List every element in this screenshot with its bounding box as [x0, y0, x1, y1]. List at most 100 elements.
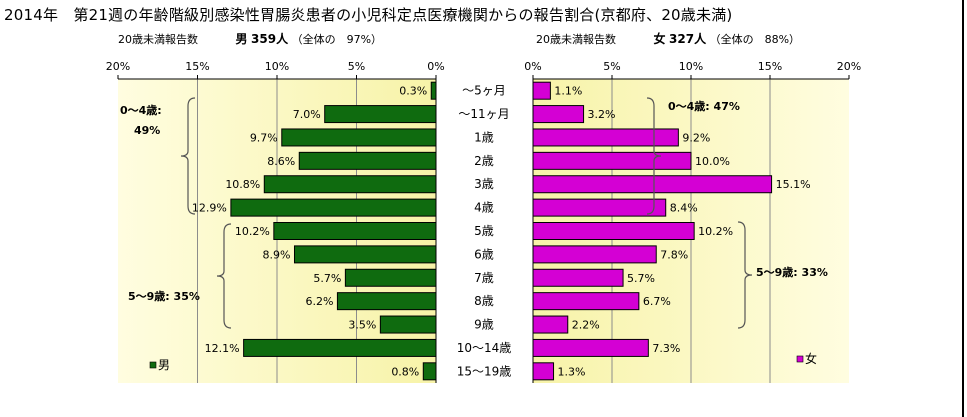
female-data-label: 3.2%: [588, 108, 616, 121]
female-brace-5-9: [737, 221, 753, 329]
category-label: 4歳: [474, 201, 494, 215]
female-brace-0-4: [646, 97, 662, 215]
female-data-label: 9.2%: [682, 131, 710, 144]
male-tick-label: 0%: [427, 60, 444, 73]
female-bar: [532, 128, 679, 147]
category-label: 10～14歳: [457, 341, 512, 355]
male-brace-0-4: [180, 97, 196, 215]
male-legend-swatch: [149, 361, 157, 369]
female-count: 327人: [669, 32, 707, 46]
male-bar: [430, 81, 437, 100]
female-data-label: 5.7%: [627, 272, 655, 285]
male-data-label: 8.9%: [263, 248, 291, 261]
category-label: 6歳: [474, 247, 494, 261]
female-data-label: 1.3%: [558, 365, 586, 378]
female-data-label: 2.2%: [572, 319, 600, 332]
chart-title: 2014年 第21週の年齢階級別感染性胃腸炎患者の小児科定点医療機関からの報告割…: [4, 6, 733, 24]
male-group-label-0-4: 0～4歳:: [120, 103, 162, 117]
female-bar: [532, 105, 585, 124]
female-bar: [532, 175, 773, 194]
male-total-note: （全体の 97%）: [291, 33, 383, 46]
female-bar: [532, 245, 657, 264]
male-bar: [230, 198, 437, 217]
female-tick-label: 15%: [758, 60, 782, 73]
male-header: 20歳未満報告数 男 359人 （全体の 97%）: [118, 30, 382, 47]
male-bar: [422, 362, 437, 381]
female-bar: [532, 222, 695, 240]
female-tick-label: 5%: [603, 60, 620, 73]
male-bar: [344, 268, 437, 287]
female-legend-swatch: [796, 355, 804, 363]
male-brace-5-9: [216, 223, 232, 329]
male-data-label: 10.2%: [235, 225, 270, 238]
male-data-label: 12.9%: [192, 202, 227, 215]
male-tick-label: 20%: [106, 60, 130, 73]
female-tick-label: 20%: [837, 60, 861, 73]
male-count-label: 20歳未満報告数: [118, 33, 198, 46]
male-count: 359人: [251, 32, 289, 46]
female-count-label: 20歳未満報告数: [536, 33, 616, 46]
male-data-label: 9.7%: [250, 131, 278, 144]
female-data-label: 1.1%: [554, 85, 582, 98]
female-header: 20歳未満報告数 女 327人 （全体の 88%）: [536, 30, 800, 47]
male-data-label: 12.1%: [205, 342, 240, 355]
category-label: 15～19歳: [457, 364, 512, 378]
female-group-label-5-9: 5～9歳: 33%: [756, 265, 828, 279]
category-label: 9歳: [474, 318, 494, 332]
female-bar: [532, 81, 551, 100]
female-bar: [532, 362, 555, 381]
male-data-label: 0.3%: [399, 85, 427, 98]
category-label: 3歳: [474, 177, 494, 191]
male-bar: [273, 222, 437, 240]
female-data-label: 10.2%: [698, 225, 733, 238]
category-label: 5歳: [474, 224, 494, 238]
male-legend-label: 男: [158, 358, 170, 372]
female-bar: [532, 338, 649, 357]
category-label: ～5ヶ月: [462, 84, 506, 98]
female-tick-label: 0%: [524, 60, 541, 73]
male-group-pct-0-4: 49%: [134, 124, 160, 137]
male-data-label: 3.5%: [348, 319, 376, 332]
male-data-label: 0.8%: [391, 365, 419, 378]
male-bar: [281, 128, 437, 147]
category-label: 1歳: [474, 130, 494, 144]
category-label: 2歳: [474, 154, 494, 168]
male-data-label: 10.8%: [225, 178, 260, 191]
female-tick-label: 10%: [679, 60, 703, 73]
female-total-note: （全体の 88%）: [709, 33, 801, 46]
male-data-label: 8.6%: [267, 155, 295, 168]
female-data-label: 7.8%: [660, 248, 688, 261]
male-tick-label: 5%: [348, 60, 365, 73]
category-label: 7歳: [474, 271, 494, 285]
female-legend-label: 女: [805, 351, 817, 366]
male-data-label: 6.2%: [305, 295, 333, 308]
male-data-label: 5.7%: [313, 272, 341, 285]
male-data-label: 7.0%: [293, 108, 321, 121]
female-data-label: 15.1%: [776, 178, 811, 191]
female-data-label: 6.7%: [643, 295, 671, 308]
male-group-label-5-9: 5～9歳: 35%: [128, 289, 200, 303]
female-bar: [532, 315, 569, 334]
female-bar: [532, 151, 692, 170]
female-data-label: 8.4%: [670, 202, 698, 215]
male-tick-label: 10%: [265, 60, 289, 73]
male-bar: [293, 245, 437, 264]
male-bar: [243, 338, 437, 357]
female-bar: [532, 268, 624, 287]
female-data-label: 10.0%: [695, 155, 730, 168]
right-border: [962, 0, 964, 417]
male-bar: [298, 151, 437, 170]
male-sex-label: 男: [235, 32, 248, 46]
female-bar: [532, 292, 640, 311]
category-label: ～11ヶ月: [458, 107, 509, 121]
male-bar: [336, 292, 437, 311]
male-tick-label: 15%: [185, 60, 209, 73]
female-group-label-0-4: 0～4歳: 47%: [668, 99, 740, 113]
female-sex-label: 女: [653, 32, 666, 46]
male-bar: [379, 315, 437, 334]
female-bar: [532, 198, 667, 217]
female-data-label: 7.3%: [652, 342, 680, 355]
male-bar: [263, 175, 437, 194]
